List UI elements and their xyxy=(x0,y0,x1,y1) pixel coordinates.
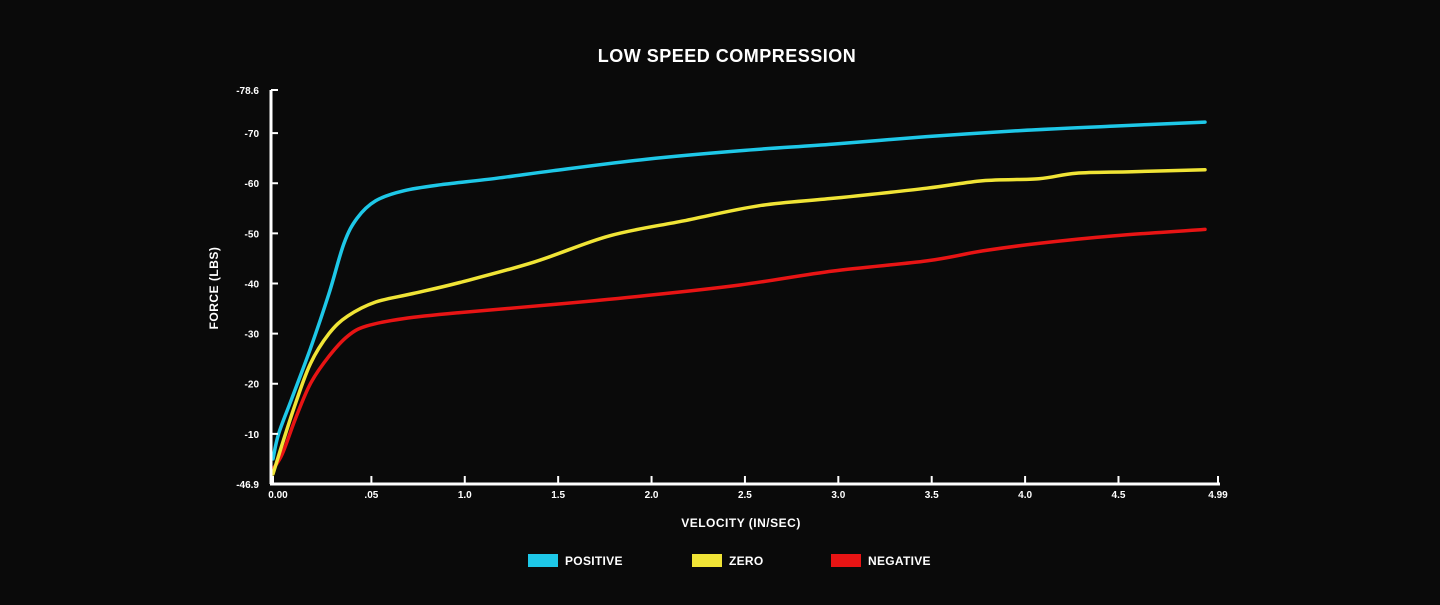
x-tick-label: 2.0 xyxy=(645,490,659,501)
legend-label-negative: NEGATIVE xyxy=(868,554,931,568)
series-line-zero xyxy=(271,167,1207,476)
y-tick-label: -60 xyxy=(245,179,260,190)
y-tick-label: -10 xyxy=(245,430,260,441)
x-tick-label: 3.5 xyxy=(925,490,939,501)
x-tick-label: 4.5 xyxy=(1112,490,1126,501)
chart-title: LOW SPEED COMPRESSION xyxy=(598,46,857,66)
x-tick-label: 4.99 xyxy=(1208,490,1228,501)
y-tick-label: -46.9 xyxy=(236,480,259,491)
y-tick-label: -78.6 xyxy=(236,86,259,97)
y-tick-label: -40 xyxy=(245,279,260,290)
legend-swatch-negative xyxy=(831,554,861,567)
legend-label-zero: ZERO xyxy=(729,554,764,568)
legend-swatch-zero xyxy=(692,554,722,567)
y-tick-label: -50 xyxy=(245,229,260,240)
series-line-negative xyxy=(271,227,1207,471)
x-tick-label: 2.5 xyxy=(738,490,752,501)
series-lines xyxy=(271,120,1207,476)
legend-swatch-positive xyxy=(528,554,558,567)
x-tick-label: 1.5 xyxy=(551,490,565,501)
y-axis-label: FORCE (LBS) xyxy=(207,247,221,330)
x-tick-label: 3.0 xyxy=(831,490,845,501)
y-tick-label: -70 xyxy=(245,129,260,140)
y-tick-label: -30 xyxy=(245,330,260,341)
x-tick-label: 0.00 xyxy=(268,490,288,501)
legend-label-positive: POSITIVE xyxy=(565,554,623,568)
x-ticks: 0.00 .05 1.0 1.5 2.0 2.5 3.0 3.5 4.0 4.5 4.99 xyxy=(268,476,1228,501)
x-tick-label: 1.0 xyxy=(458,490,472,501)
x-tick-label: 4.0 xyxy=(1018,490,1032,501)
y-tick-label: -20 xyxy=(245,380,260,391)
series-line-positive xyxy=(271,120,1207,461)
x-axis-label: VELOCITY (IN/SEC) xyxy=(681,516,801,530)
legend: POSITIVE ZERO NEGATIVE xyxy=(528,554,931,568)
x-tick-label: .05 xyxy=(364,490,378,501)
y-ticks: -46.9 -10 -20 -30 -40 -50 -60 -70 -78.6 xyxy=(236,86,278,491)
